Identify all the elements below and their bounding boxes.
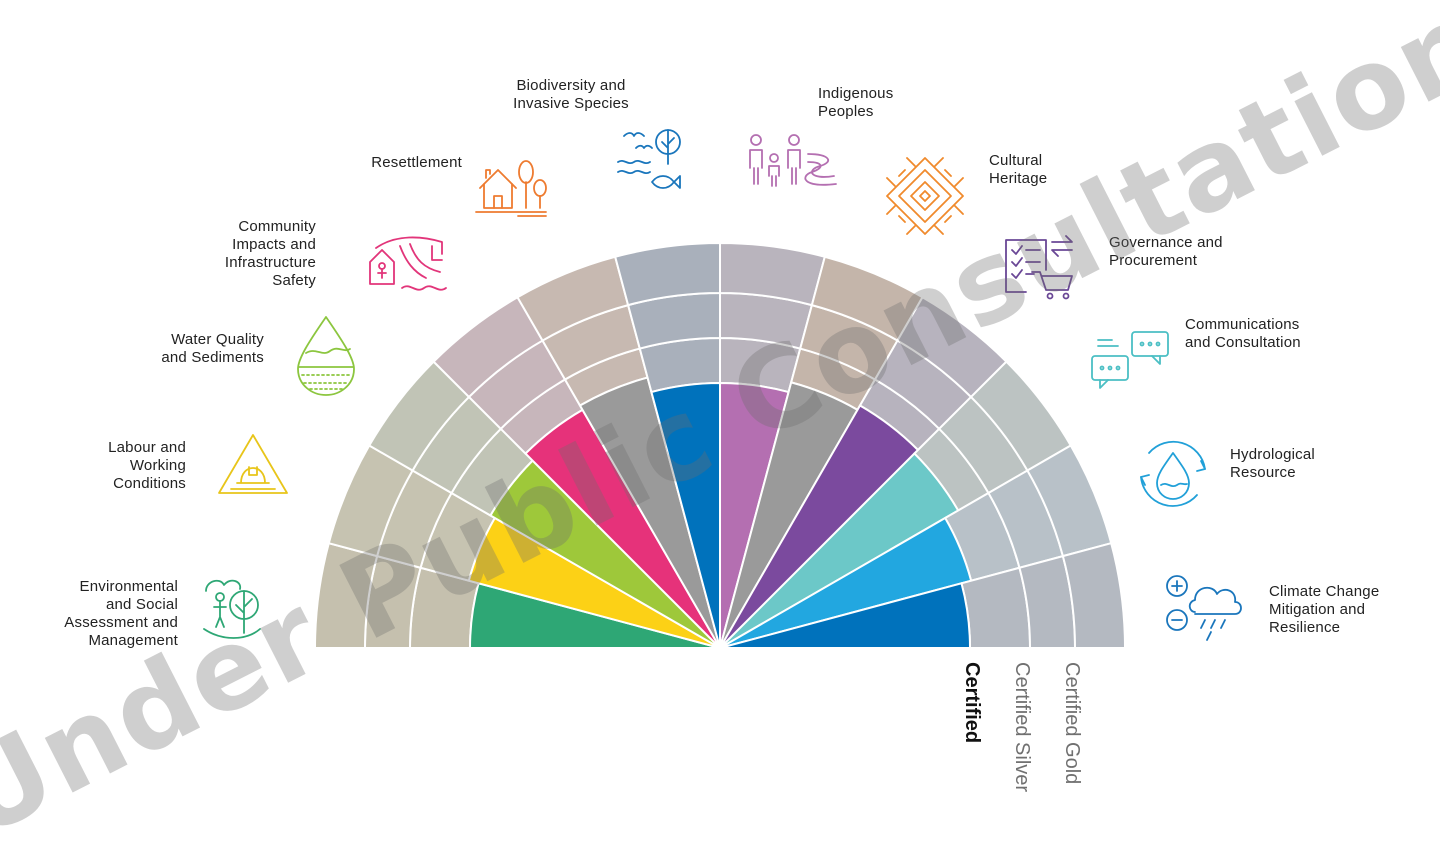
segment-label-line: Conditions — [113, 475, 186, 492]
cloud-plus-minus-icon — [1166, 575, 1242, 641]
diamond-pattern-icon — [886, 157, 964, 235]
segment-label-line: Invasive Species — [513, 95, 629, 112]
segment-12 — [719, 541, 1127, 649]
segment-label-line: Resource — [1230, 464, 1296, 481]
segment-label-11: Hydrological Resource — [1230, 446, 1315, 482]
segment-6 — [613, 241, 721, 649]
segment-label-7: Indigenous Peoples — [818, 85, 893, 121]
bird-tree-fish-icon — [617, 129, 681, 189]
segment-label-line: Environmental — [79, 578, 178, 595]
segment-label-line: and Consultation — [1185, 334, 1301, 351]
segment-label-line: Safety — [272, 272, 316, 289]
community-safety-icon — [369, 236, 447, 291]
segment-wedge — [719, 582, 972, 649]
segment-label-line: Peoples — [818, 103, 874, 120]
segment-label-line: Working — [129, 457, 186, 474]
segment-label-5: Resettlement — [371, 154, 462, 172]
segment-label-line: and Sediments — [161, 349, 264, 366]
segment-label-3: Water Quality and Sediments — [161, 331, 264, 367]
family-river-icon — [749, 134, 837, 187]
fan-chart — [313, 241, 1127, 649]
segment-label-line: Labour and — [108, 439, 186, 456]
segment-label-line: Resilience — [1269, 619, 1341, 636]
segment-label-line: Management — [88, 632, 178, 649]
segment-label-6: Biodiversity and Invasive Species — [513, 77, 629, 113]
tier-label-certified-silver: Certified Silver — [1011, 662, 1033, 793]
segment-label-line: Infrastructure — [224, 254, 316, 271]
segment-label-line: Governance and — [1109, 234, 1223, 251]
tier-label-certified: Certified — [961, 662, 983, 744]
segment-label-line: Water Quality — [171, 331, 264, 348]
segment-label-line: Hydrological — [1230, 446, 1315, 463]
segment-label-line: Procurement — [1109, 252, 1198, 269]
hardhat-triangle-icon — [218, 434, 288, 494]
segment-label-line: Indigenous — [818, 85, 894, 102]
segment-label-9: Governance and Procurement — [1109, 234, 1223, 270]
segment-label-line: Heritage — [989, 170, 1048, 187]
checklist-cart-icon — [1005, 235, 1073, 300]
house-trees-icon — [475, 160, 547, 217]
certification-fan-diagram — [203, 129, 1242, 649]
segment-label-line: Cultural — [989, 152, 1043, 169]
speech-bubbles-icon — [1091, 331, 1169, 389]
segment-label-line: Communications — [1185, 316, 1300, 333]
segment-label-2: Labour and Working Conditions — [108, 439, 186, 493]
segment-label-12: Climate Change Mitigation and Resilience — [1269, 583, 1379, 637]
segment-10 — [719, 360, 1073, 649]
segment-label-line: Climate Change — [1269, 583, 1380, 600]
cycle-droplet-icon — [1140, 440, 1206, 507]
segment-label-line: Biodiversity and — [516, 77, 626, 94]
person-tree-icon — [203, 579, 261, 639]
segment-label-line: Mitigation and — [1269, 601, 1366, 618]
segment-4 — [432, 295, 721, 649]
segment-label-line: Community — [238, 218, 316, 235]
segment-label-line: Impacts and — [232, 236, 316, 253]
segment-ring-certified — [960, 566, 1032, 649]
segment-8 — [719, 255, 924, 649]
segment-label-line: Resettlement — [371, 154, 462, 171]
water-drop-layers-icon — [297, 316, 355, 396]
segment-ring-gold — [1061, 541, 1127, 649]
segment-label-4: Community Impacts and Infrastructure Safety — [225, 218, 316, 290]
segment-label-line: and Social — [105, 596, 178, 613]
segment-label-8: Cultural Heritage — [989, 152, 1047, 188]
tier-label-certified-gold: Certified Gold — [1061, 662, 1083, 785]
segment-label-1: Environmental and Social Assessment and Man… — [64, 578, 178, 650]
segment-label-10: Communications and Consultation — [1185, 316, 1301, 352]
segment-label-line: Assessment and — [64, 614, 178, 631]
icon-layer — [203, 129, 1242, 641]
